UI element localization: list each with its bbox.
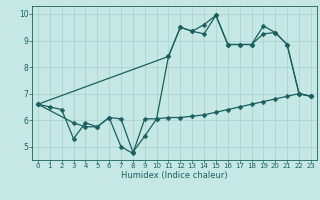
X-axis label: Humidex (Indice chaleur): Humidex (Indice chaleur) (121, 171, 228, 180)
